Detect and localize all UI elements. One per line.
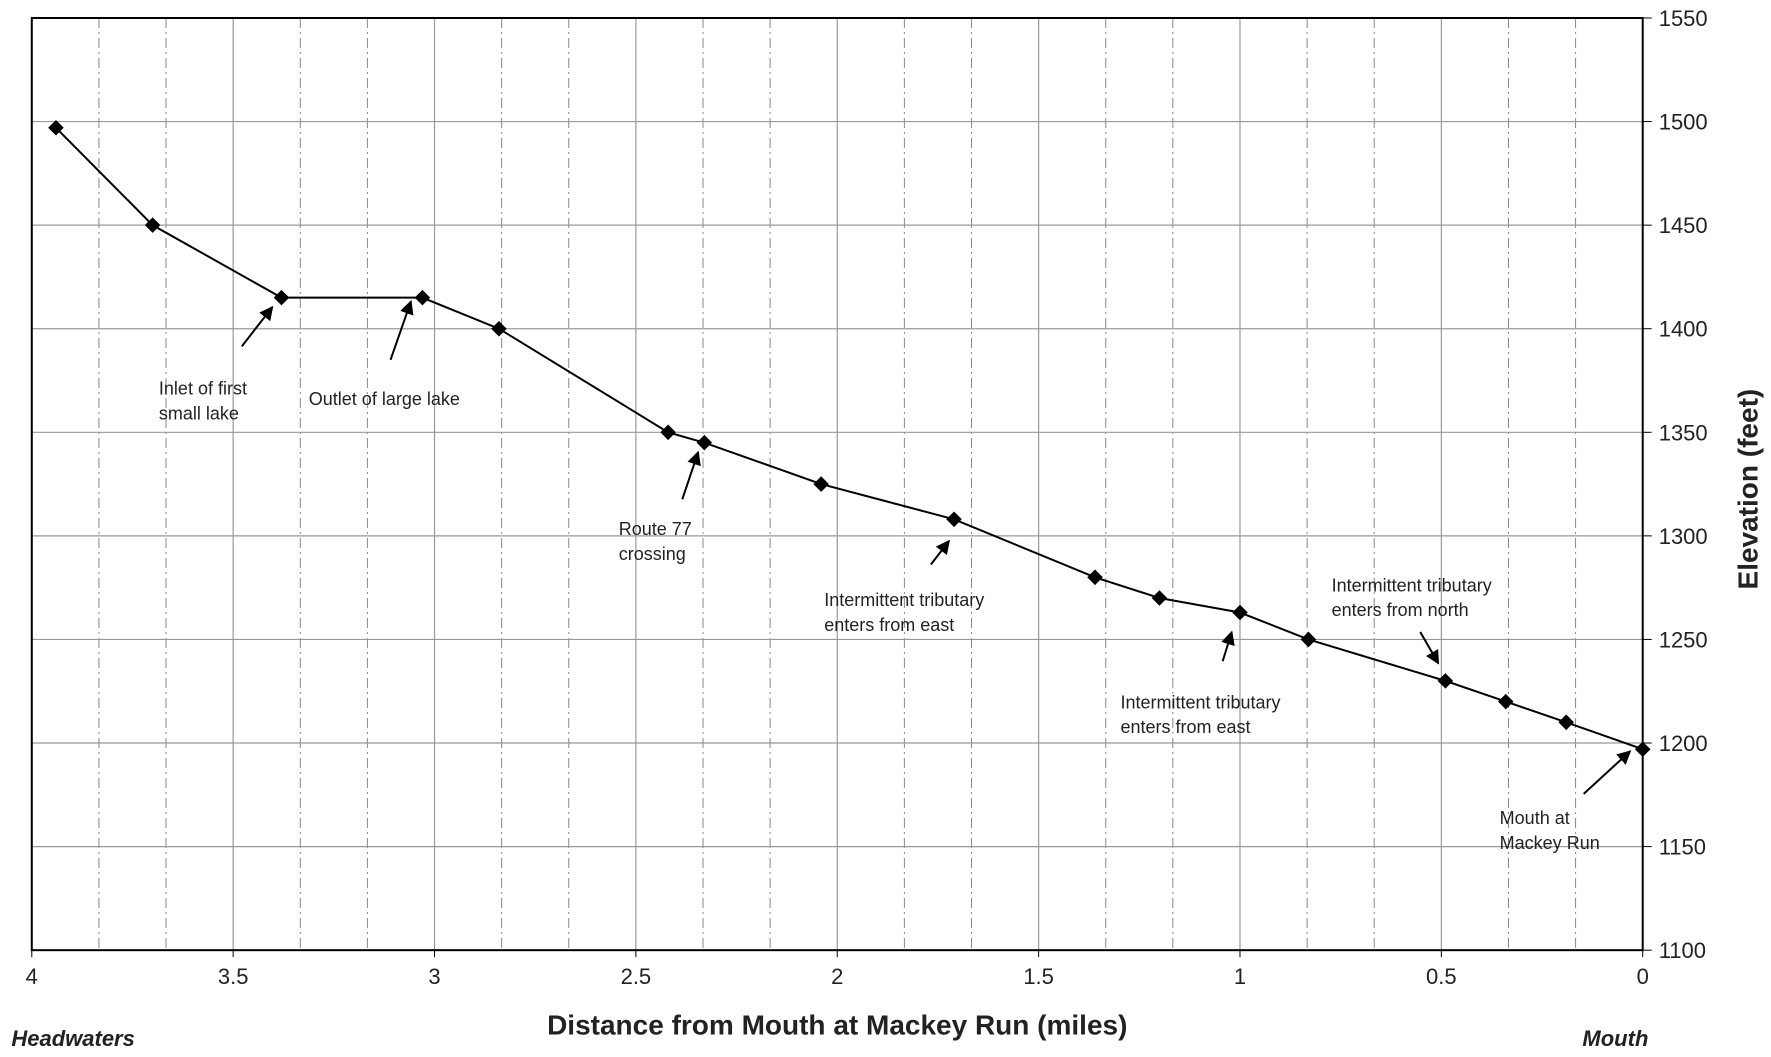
annotation: Mackey Run [1500, 833, 1600, 853]
point-marker [491, 320, 507, 337]
annotation: small lake [159, 403, 239, 423]
point-marker [1232, 604, 1248, 621]
y-tick-label: 1150 [1659, 835, 1706, 860]
x-tick-label: 0 [1637, 964, 1649, 989]
y-tick-label: 1550 [1659, 6, 1708, 31]
x-tick-label: 3.5 [218, 964, 249, 989]
annotation: enters from east [824, 615, 954, 635]
annotation: Mouth at [1500, 808, 1570, 828]
point-marker [813, 476, 829, 492]
annotation: Intermittent tributary [1332, 575, 1492, 595]
point-marker [273, 289, 290, 306]
point-marker [144, 217, 161, 233]
x-tick-label: 4 [26, 964, 38, 989]
x-tick-label: 1.5 [1023, 964, 1054, 989]
y-tick-label: 1200 [1659, 731, 1708, 756]
annotation: crossing [619, 544, 686, 564]
y-tick-label: 1250 [1659, 627, 1708, 652]
annotation: enters from north [1332, 600, 1469, 620]
x-tick-label: 1 [1234, 964, 1246, 989]
annotation-arrow [930, 539, 950, 566]
annotation: enters from east [1120, 717, 1250, 737]
y-tick-label: 1350 [1659, 420, 1708, 445]
left-note: Headwaters [11, 1026, 135, 1051]
annotation: Outlet of large lake [309, 389, 460, 409]
annotation-arrow [1221, 630, 1235, 662]
annotation-arrow [1419, 631, 1440, 665]
y-tick-label: 1450 [1659, 213, 1708, 238]
x-tick-label: 0.5 [1426, 964, 1457, 989]
line [55, 127, 1644, 751]
point-marker [1087, 569, 1103, 586]
plot-frame [30, 16, 1644, 952]
right-note: Mouth [1582, 1026, 1648, 1051]
point-marker [946, 511, 962, 528]
point-marker [1437, 673, 1454, 689]
x-tick-label: 3 [428, 964, 440, 989]
point-marker [660, 424, 676, 441]
annotation-arrow [389, 300, 414, 361]
point-marker [1151, 590, 1168, 606]
annotation: Intermittent tributary [1120, 692, 1280, 712]
x-tick-label: 2.5 [621, 964, 652, 989]
y-tick-label: 1500 [1659, 110, 1708, 135]
y-tick-label: 1400 [1659, 317, 1708, 342]
point-marker [1300, 631, 1317, 648]
point-marker [1558, 714, 1574, 731]
annotation-arrow [681, 450, 701, 500]
annotation: Route 77 [619, 519, 692, 539]
annotation: Intermittent tributary [824, 590, 984, 610]
x-axis-label: Distance from Mouth at Mackey Run (miles… [547, 1010, 1127, 1041]
annotation-arrow [1583, 750, 1632, 795]
annotation-arrow [241, 305, 274, 347]
annotation: Inlet of first [159, 379, 247, 399]
x-tick-label: 2 [831, 964, 843, 989]
y-axis-label: Elevation (feet) [1732, 389, 1763, 590]
point-marker [696, 434, 713, 451]
point-marker [414, 289, 431, 306]
point-marker [1498, 693, 1514, 710]
y-tick-label: 1100 [1659, 938, 1706, 963]
y-tick-label: 1300 [1659, 524, 1708, 549]
point-marker [1634, 741, 1651, 758]
